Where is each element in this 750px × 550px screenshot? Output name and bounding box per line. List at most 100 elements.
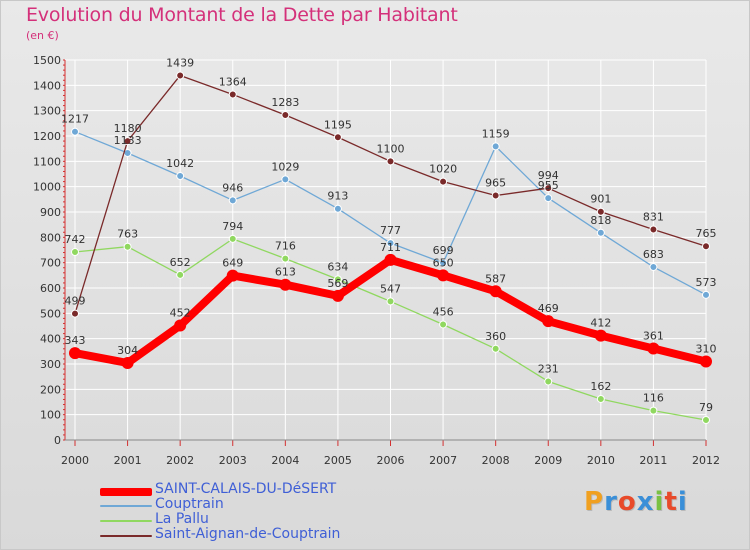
logo-letter: P	[584, 487, 605, 517]
data-point	[331, 289, 344, 302]
data-label: 360	[485, 330, 506, 343]
data-label: 573	[696, 276, 717, 289]
legend-swatch-couptrain	[100, 505, 152, 507]
x-tick-label: 2008	[482, 454, 510, 467]
data-point	[491, 142, 500, 151]
data-label: 711	[380, 241, 401, 254]
data-point	[69, 347, 81, 360]
y-tick-label: 0	[54, 434, 61, 447]
legend-label-couptrain: Couptrain	[155, 496, 224, 512]
data-point	[649, 262, 658, 271]
data-point	[437, 269, 450, 282]
data-point	[228, 90, 237, 99]
data-point	[333, 275, 342, 284]
data-point	[281, 254, 290, 263]
x-tick-label: 2011	[639, 454, 667, 467]
data-label: 634	[327, 260, 348, 273]
data-label: 1180	[114, 122, 142, 135]
data-label: 162	[590, 380, 611, 393]
data-label: 794	[222, 220, 243, 233]
data-point	[544, 377, 553, 386]
data-label: 1364	[219, 75, 247, 88]
data-label: 613	[275, 266, 296, 279]
data-label: 763	[117, 228, 138, 241]
data-label: 818	[590, 214, 611, 227]
data-point	[174, 319, 187, 332]
data-point	[176, 172, 185, 181]
x-tick-label: 2009	[534, 454, 562, 467]
data-point	[333, 204, 342, 213]
logo-letter: i	[654, 487, 665, 517]
x-tick-label: 2003	[219, 454, 247, 467]
data-label: 499	[65, 295, 86, 308]
data-point	[386, 239, 395, 248]
data-point	[596, 228, 605, 237]
y-tick-label: 300	[40, 358, 61, 371]
y-tick-label: 1200	[33, 130, 61, 143]
data-point	[123, 137, 132, 146]
data-point	[542, 315, 555, 328]
data-label: 946	[222, 181, 243, 194]
y-tick-label: 600	[40, 282, 61, 295]
data-label: 901	[590, 193, 611, 206]
data-point	[176, 71, 185, 80]
data-label: 742	[65, 233, 86, 246]
legend-label-saint-calais: SAINT-CALAIS-DU-DéSERT	[155, 481, 337, 497]
chart-title: Evolution du Montant de la Dette par Hab…	[26, 4, 458, 26]
data-point	[596, 394, 605, 403]
data-label: 116	[643, 392, 664, 405]
data-label: 343	[65, 334, 86, 347]
axes: 0 100 200 300 400 500 600 700 800 900 1000 1100 1200…	[33, 54, 720, 467]
data-point	[228, 196, 237, 205]
x-tick-label: 2001	[114, 454, 142, 467]
y-tick-label: 700	[40, 257, 61, 270]
data-label: 469	[538, 302, 559, 315]
data-label: 1195	[324, 118, 352, 131]
data-label: 310	[696, 342, 717, 355]
data-point	[647, 342, 660, 355]
data-label: 231	[538, 362, 559, 375]
y-tick-label: 200	[40, 383, 61, 396]
x-tick-label: 2002	[166, 454, 194, 467]
data-point	[71, 248, 79, 257]
data-point	[439, 258, 448, 267]
proxiti-logo: Proxiti	[584, 487, 688, 517]
data-point	[281, 175, 290, 184]
data-label: 1100	[377, 142, 405, 155]
data-point	[386, 157, 395, 166]
data-label: 1020	[429, 163, 457, 176]
legend-swatch-saint-calais	[100, 488, 152, 496]
x-tick-label: 2012	[692, 454, 720, 467]
data-label: 777	[380, 224, 401, 237]
data-point	[596, 207, 605, 216]
data-point	[71, 127, 79, 136]
data-point	[702, 290, 710, 299]
x-tick-label: 2000	[61, 454, 89, 467]
data-label: 831	[643, 210, 664, 223]
legend-label-saint-aignan: Saint-Aignan-de-Couptrain	[155, 526, 341, 542]
y-tick-label: 100	[40, 409, 61, 422]
data-label: 79	[699, 401, 713, 414]
data-point	[491, 191, 500, 200]
data-label: 652	[170, 256, 191, 269]
data-point	[386, 297, 395, 306]
data-labels: 343 304 452 649 613 569 711 650 587 469 412 361 310 1…	[61, 56, 717, 414]
data-point	[702, 415, 710, 424]
data-point	[384, 253, 397, 266]
data-point	[649, 406, 658, 415]
y-tick-label: 500	[40, 307, 61, 320]
data-label: 1159	[482, 127, 510, 140]
data-point	[176, 270, 185, 279]
data-label: 650	[433, 256, 454, 269]
data-label: 304	[117, 344, 138, 357]
logo-letter: o	[617, 487, 637, 517]
x-tick-label: 2004	[271, 454, 299, 467]
y-tick-label: 1300	[33, 105, 61, 118]
data-label: 452	[170, 306, 191, 319]
data-point	[439, 177, 448, 186]
logo-letter: i	[677, 487, 688, 517]
y-tick-label: 900	[40, 206, 61, 219]
data-point	[649, 225, 658, 234]
y-tick-label: 400	[40, 333, 61, 346]
